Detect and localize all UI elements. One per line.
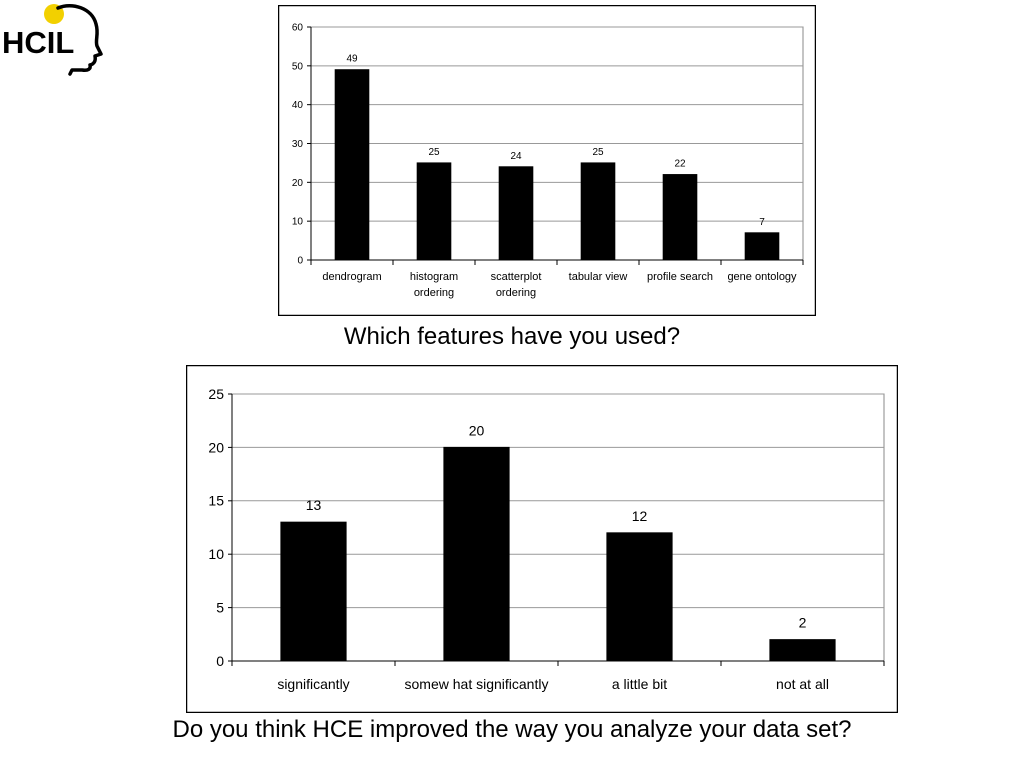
y-tick-label: 10 [292, 217, 304, 228]
bar [416, 162, 452, 261]
features-used-caption: Which features have you used? [343, 323, 681, 350]
y-tick-label: 50 [292, 61, 304, 72]
data-label: 22 [674, 159, 686, 170]
hce-improvement-caption: Do you think HCE improved the way you an… [172, 716, 852, 743]
data-label: 25 [428, 147, 440, 158]
category-label: a little bit [612, 676, 667, 692]
bar [662, 174, 698, 261]
category-label-line: ordering [496, 287, 536, 299]
bar [443, 446, 510, 662]
bar [769, 639, 836, 662]
hce-improvement-chart: 0 5 10 15 20 25 13 significantly 20 somew hat sig… [186, 365, 898, 713]
bar [334, 69, 370, 261]
hcil-logo: HCIL [2, 3, 103, 76]
data-label: 24 [510, 151, 522, 162]
data-label: 7 [759, 217, 765, 228]
category-label-line: histogram [410, 271, 458, 283]
category-label: somew hat significantly [405, 676, 549, 692]
data-label: 20 [469, 422, 485, 438]
category-label-line: scatterplot [491, 271, 542, 283]
bar [498, 166, 534, 261]
y-tick-label: 0 [297, 256, 303, 267]
data-label: 49 [346, 54, 358, 65]
data-label: 12 [632, 508, 648, 524]
bar [744, 232, 780, 261]
y-tick-label: 20 [208, 439, 224, 455]
bar [580, 162, 616, 261]
logo-head-outline-icon [56, 3, 103, 76]
y-tick-label: 25 [208, 386, 224, 402]
category-label: dendrogram [322, 271, 381, 283]
category-label: histogram ordering [410, 271, 458, 299]
category-label: tabular view [569, 271, 628, 283]
data-label: 25 [592, 147, 604, 158]
category-label: gene ontology [727, 271, 797, 283]
y-tick-label: 60 [292, 23, 304, 34]
category-label: not at all [776, 676, 829, 692]
y-tick-label: 10 [208, 546, 224, 562]
category-label: scatterplot ordering [491, 271, 542, 299]
logo-text: HCIL [2, 25, 74, 60]
features-used-chart: 0 10 20 30 40 50 60 49 dendrogram 25 histogram orde… [278, 5, 816, 316]
y-tick-label: 15 [208, 493, 224, 509]
category-label-line: ordering [414, 287, 454, 299]
y-tick-label: 40 [292, 100, 304, 111]
bar [280, 521, 347, 662]
category-label: significantly [277, 676, 349, 692]
y-tick-label: 5 [216, 600, 224, 616]
data-label: 2 [799, 615, 807, 631]
y-tick-label: 20 [292, 178, 304, 189]
data-label: 13 [306, 497, 322, 513]
y-tick-label: 0 [216, 653, 224, 669]
y-tick-label: 30 [292, 139, 304, 150]
category-label: profile search [647, 271, 713, 283]
bar [606, 532, 673, 662]
